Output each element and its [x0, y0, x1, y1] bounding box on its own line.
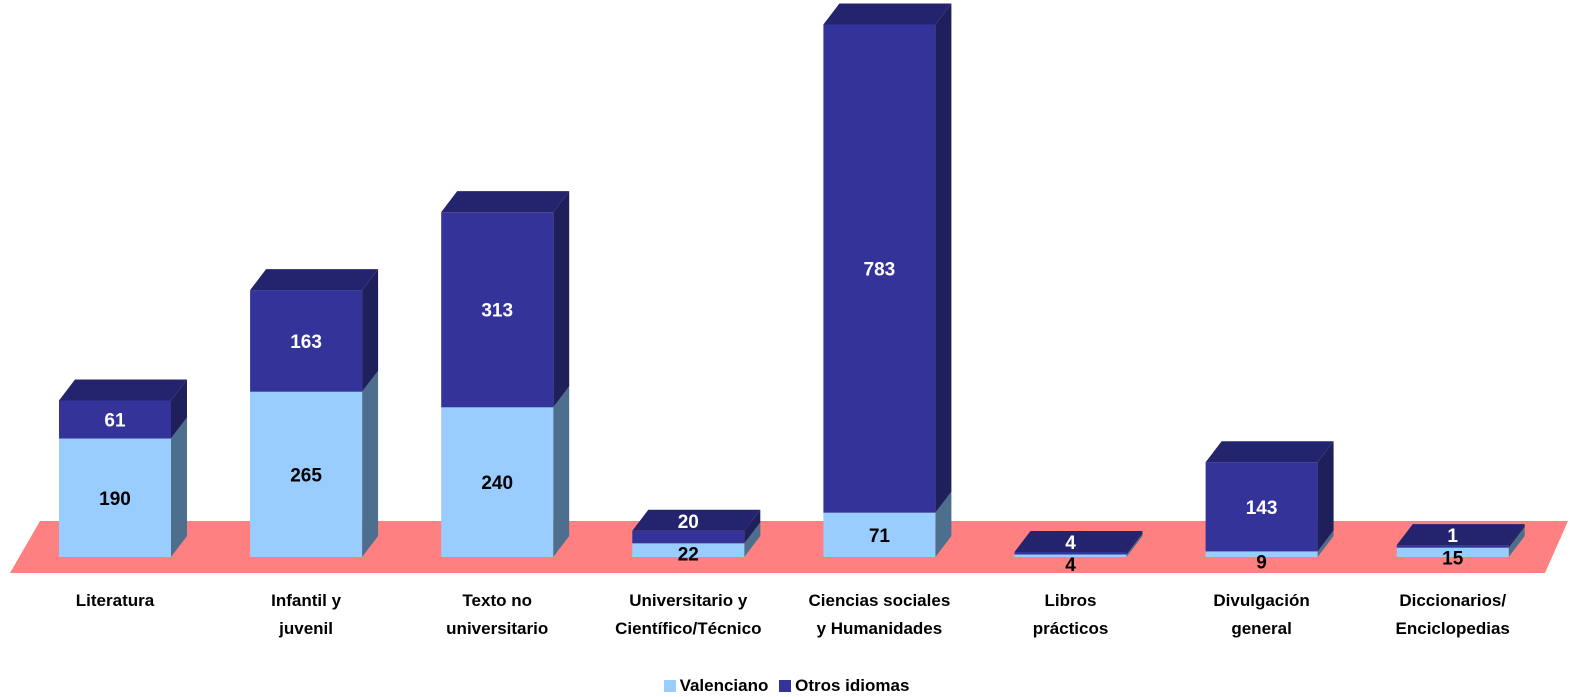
- bar-segment-otros-idiomas: [632, 509, 761, 544]
- bars-layer: [59, 3, 1525, 557]
- value-label-otros-idiomas: 1: [1447, 526, 1458, 547]
- bar-side-face: [935, 3, 952, 513]
- bar-top-face: [250, 269, 379, 291]
- bar-segment-otros-idiomas: [441, 191, 570, 408]
- bar-side-face: [1508, 524, 1525, 548]
- floor-plane: [10, 521, 1568, 573]
- bar-front-face: [59, 400, 171, 439]
- bar-front-face: [632, 530, 745, 544]
- legend-label-otros-idiomas: Otros idiomas: [795, 676, 910, 695]
- legend-item-otros-idiomas: Otros idiomas: [779, 676, 909, 696]
- bar-segment-otros-idiomas: [1396, 524, 1525, 548]
- value-label-otros-idiomas: 313: [481, 301, 513, 322]
- legend-label-valenciano: Valenciano: [679, 676, 769, 695]
- bar-front-face: [1396, 545, 1509, 548]
- category-labels: Literatura Infantil y juvenil Texto no unive…: [76, 591, 1510, 638]
- legend-swatch-valenciano: [663, 680, 676, 692]
- bar-segment-valenciano: [441, 386, 570, 557]
- category-label: Ciencias sociales y Humanidades: [809, 591, 951, 638]
- value-label-otros-idiomas: 4: [1065, 533, 1076, 554]
- category-label: Universitario y Científico/Técnico: [615, 591, 761, 638]
- value-label-otros-idiomas: 20: [678, 512, 699, 533]
- bar-front-face: [1205, 551, 1318, 557]
- category-label: Libros prácticos: [1033, 591, 1109, 638]
- bar-segment-otros-idiomas: [59, 379, 187, 439]
- bar-segment-valenciano: [1205, 530, 1334, 557]
- value-label-otros-idiomas: 61: [104, 410, 126, 431]
- value-label-valenciano: 15: [1442, 549, 1464, 570]
- bar-side-face: [744, 522, 761, 557]
- bar-side-face: [1126, 531, 1143, 555]
- bar-side-face: [744, 509, 761, 544]
- bar-segment-otros-idiomas: [1014, 531, 1143, 555]
- bar-side-face: [1317, 441, 1334, 552]
- bar-front-face: [250, 391, 363, 557]
- bar-front-face: [250, 290, 363, 392]
- value-label-valenciano: 9: [1256, 552, 1267, 573]
- bar-side-face: [935, 491, 952, 557]
- category-label: Divulgación general: [1213, 591, 1309, 638]
- value-label-otros-idiomas: 163: [290, 332, 322, 353]
- bar-top-face: [823, 3, 952, 25]
- bar-side-face: [171, 417, 187, 557]
- bar-top-face: [1205, 441, 1334, 463]
- bar-segment-otros-idiomas: [823, 3, 952, 513]
- value-label-valenciano: 240: [481, 473, 513, 494]
- bar-front-face: [441, 407, 554, 557]
- bar-front-face: [1396, 547, 1509, 557]
- bar-side-face: [1508, 526, 1525, 557]
- bar-side-face: [171, 379, 187, 439]
- value-label-valenciano: 190: [99, 489, 131, 510]
- bar-front-face: [1014, 554, 1127, 557]
- bar-segment-otros-idiomas: [1205, 441, 1334, 552]
- value-label-valenciano: 22: [678, 544, 699, 565]
- value-label-otros-idiomas: 143: [1246, 498, 1278, 519]
- legend-swatch-otros-idiomas: [779, 680, 792, 692]
- bar-top-face: [441, 191, 570, 213]
- legend-item-valenciano: Valenciano: [663, 676, 769, 696]
- value-label-valenciano: 4: [1065, 555, 1076, 576]
- bar-front-face: [823, 512, 936, 557]
- bar-front-face: [632, 543, 745, 557]
- bar-front-face: [1014, 552, 1127, 555]
- bar-segment-valenciano: [1014, 533, 1143, 557]
- value-label-otros-idiomas: 783: [864, 260, 896, 281]
- bar-front-face: [1205, 462, 1318, 552]
- bar-side-face: [362, 269, 379, 392]
- chart-floor: [10, 521, 1568, 573]
- bar-top-face: [1396, 524, 1525, 546]
- value-label-valenciano: 265: [290, 465, 322, 486]
- bar-segment-valenciano: [823, 491, 952, 557]
- value-labels: 190 61 265 163 240 313 22 20 71 783 44 9 143 151: [99, 260, 1464, 576]
- bar-segment-otros-idiomas: [250, 269, 379, 392]
- category-label: Texto no universitario: [446, 591, 548, 638]
- bar-side-face: [553, 386, 570, 557]
- bar-front-face: [441, 212, 554, 408]
- category-label: Infantil y juvenil: [271, 591, 341, 638]
- bar-front-face: [59, 438, 171, 557]
- bar-side-face: [362, 370, 379, 557]
- bar-segment-valenciano: [59, 417, 187, 557]
- bar-top-face: [632, 509, 761, 531]
- bar-top-face: [59, 379, 187, 401]
- bar-segment-valenciano: [1396, 526, 1525, 557]
- category-label: Literatura: [76, 591, 155, 610]
- bar-side-face: [553, 191, 570, 408]
- legend: Valenciano Otros idiomas: [0, 676, 1573, 697]
- bar-side-face: [1126, 533, 1143, 557]
- bar-front-face: [823, 24, 936, 513]
- value-label-valenciano: 71: [869, 526, 891, 547]
- stacked-bar-chart: 190 61 265 163 240 313 22 20 71 783 44 9 143 151 Lite…: [10, 3, 1568, 638]
- category-label: Diccionarios/Enciclopedias: [1396, 591, 1510, 638]
- bar-top-face: [1014, 531, 1143, 553]
- bar-side-face: [1317, 530, 1334, 557]
- bar-segment-valenciano: [632, 522, 761, 557]
- bar-segment-valenciano: [250, 370, 379, 557]
